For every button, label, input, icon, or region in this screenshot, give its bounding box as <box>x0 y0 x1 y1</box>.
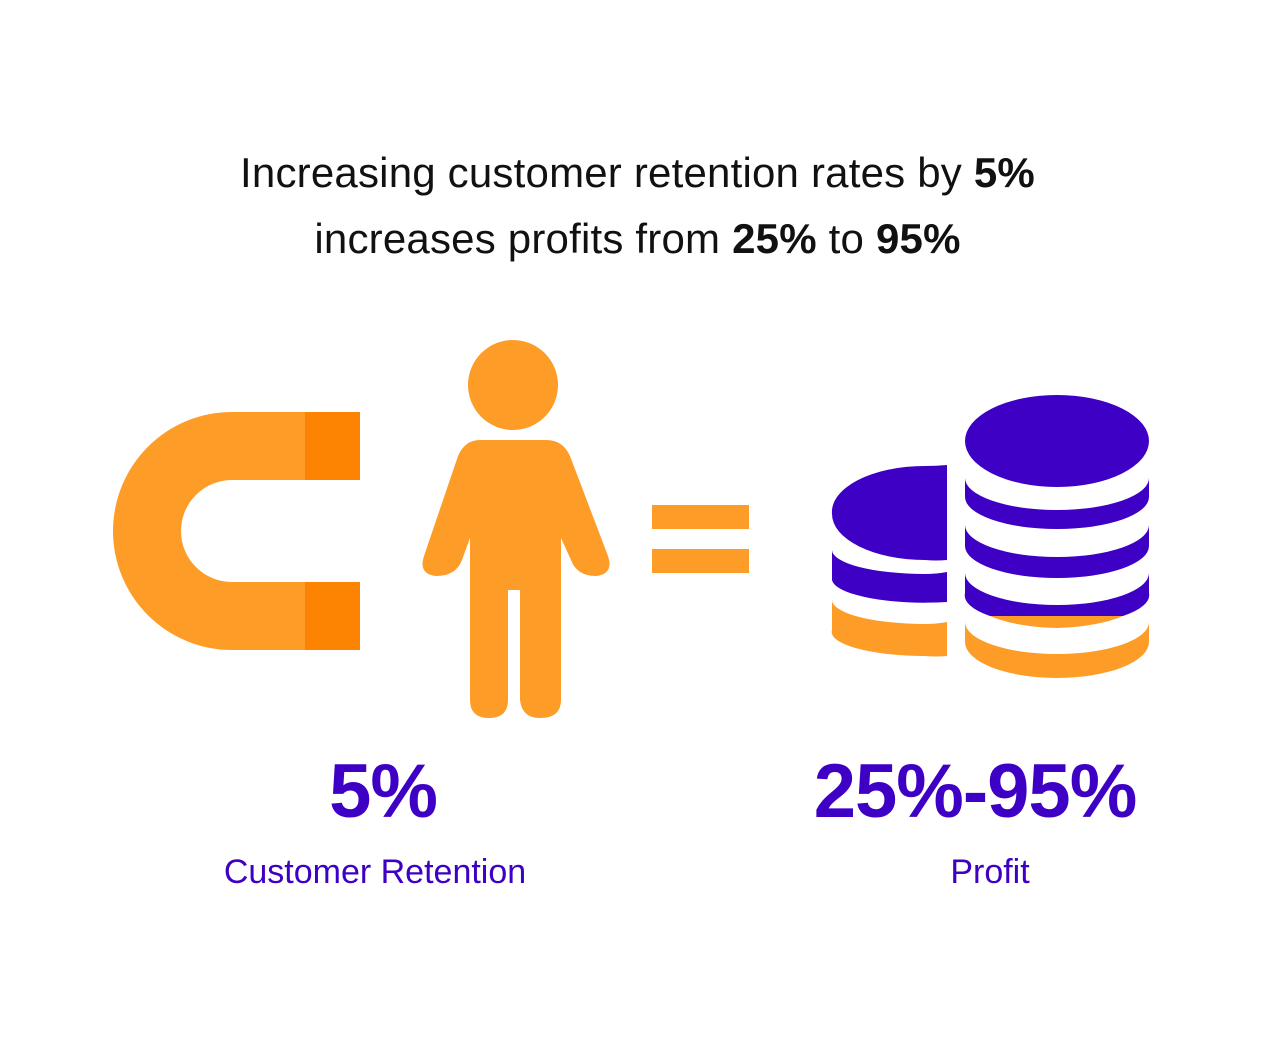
headline-text: increases profits from <box>314 215 733 262</box>
headline-highlight: 95% <box>875 215 961 262</box>
profit-label: Profit <box>950 853 1030 891</box>
headline-text: Increasing customer retention rates by <box>240 149 974 196</box>
headline: Increasing customer retention rates by 5… <box>0 140 1275 272</box>
headline-highlight: 5% <box>973 149 1035 196</box>
person-icon <box>422 340 610 718</box>
equals-icon <box>652 505 749 573</box>
headline-line-2: increases profits from 25% to 95% <box>0 206 1275 272</box>
headline-highlight: 25% <box>732 215 817 262</box>
headline-line-1: Increasing customer retention rates by 5… <box>0 140 1275 206</box>
coins-stack-icon <box>831 395 1150 678</box>
retention-label: Customer Retention <box>223 853 527 891</box>
profit-value: 25%-95% <box>813 749 1138 834</box>
retention-value: 5% <box>329 749 438 834</box>
magnet-icon <box>113 412 360 650</box>
headline-text: to <box>816 215 876 262</box>
